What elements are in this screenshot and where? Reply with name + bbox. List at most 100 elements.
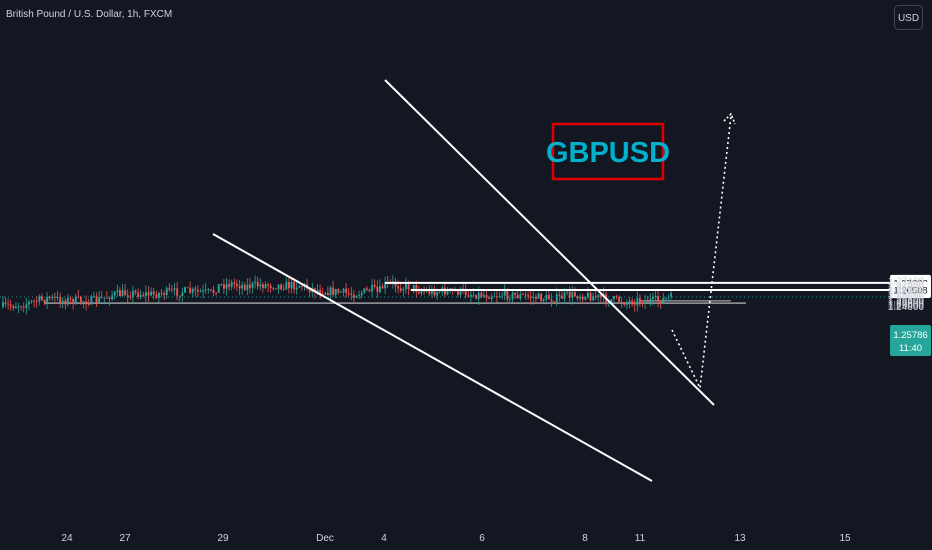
candle-body xyxy=(249,284,251,288)
candle-body xyxy=(85,301,88,305)
candle-body xyxy=(236,283,238,286)
y-tick-label: 1.26600 xyxy=(888,285,925,296)
candle-body xyxy=(548,294,550,300)
candle-body xyxy=(576,296,579,299)
candle-body xyxy=(555,294,558,303)
candle-body xyxy=(173,288,176,290)
candle-body xyxy=(644,299,647,304)
candle-body xyxy=(636,298,639,306)
candle-body xyxy=(225,283,228,289)
candle-body xyxy=(579,296,582,299)
candle-body xyxy=(168,288,171,290)
candle-body xyxy=(654,296,657,297)
x-tick-label: 8 xyxy=(582,533,588,544)
candle-body xyxy=(82,301,85,303)
candle-body xyxy=(202,290,205,292)
x-tick-label: 27 xyxy=(119,533,131,544)
candle-body xyxy=(373,284,376,287)
currency-button-frame[interactable] xyxy=(894,5,923,30)
candle-body xyxy=(535,296,537,299)
candle-body xyxy=(282,289,285,290)
candle-body xyxy=(477,292,480,299)
candle-body xyxy=(93,295,95,297)
level-price-tag xyxy=(890,281,931,298)
candle-body xyxy=(241,284,244,289)
candle-body xyxy=(418,291,420,294)
candle-body xyxy=(20,306,23,308)
candle-body xyxy=(347,292,350,294)
candle-body xyxy=(623,303,626,305)
candle-body xyxy=(95,295,98,303)
candle-body xyxy=(72,298,75,304)
candle-body xyxy=(332,287,335,295)
candle-body xyxy=(488,297,491,299)
y-tick-label: 1.25600 xyxy=(888,294,925,305)
candle-body xyxy=(223,284,225,289)
symbol-label-frame xyxy=(551,122,665,181)
candle-body xyxy=(397,286,400,289)
candle-body xyxy=(163,293,166,296)
candle-body xyxy=(345,288,348,293)
candle-body xyxy=(145,292,147,296)
candle-body xyxy=(561,295,563,299)
candle-body xyxy=(423,291,426,292)
candle-body xyxy=(176,288,179,296)
candle-body xyxy=(108,297,111,300)
current-price-value: 1.25786 xyxy=(893,330,927,341)
candle-body xyxy=(277,284,280,290)
y-tick-label: 1.26800 xyxy=(888,283,925,294)
candle-body xyxy=(584,296,587,300)
candle-body xyxy=(171,289,173,291)
y-tick-label: 1.25200 xyxy=(888,298,925,309)
candle-body xyxy=(574,292,576,297)
candle-body xyxy=(48,296,51,299)
candle-body xyxy=(649,298,652,303)
candle-body xyxy=(308,288,311,293)
candle-body xyxy=(503,290,506,296)
candle-body xyxy=(553,301,556,303)
candle-body xyxy=(480,292,483,297)
candle-body xyxy=(511,292,514,300)
candle-body xyxy=(184,287,186,293)
lower-trendline xyxy=(212,233,653,482)
x-tick-label: 6 xyxy=(479,533,485,544)
candle-body xyxy=(51,296,54,299)
y-tick-label: 1.27000 xyxy=(888,281,925,292)
candle-body xyxy=(652,296,654,299)
candle-body xyxy=(134,290,137,293)
candle-body xyxy=(285,282,288,290)
candle-body xyxy=(360,293,363,296)
candle-body xyxy=(33,300,36,302)
candle-body xyxy=(446,289,449,295)
candle-body xyxy=(405,283,407,289)
candle-body xyxy=(607,302,610,303)
candle-body xyxy=(506,290,509,300)
candle-body xyxy=(633,304,636,306)
candle-body xyxy=(98,297,101,303)
currency-button[interactable]: USD xyxy=(894,5,923,30)
candle-body xyxy=(30,300,33,302)
candle-body xyxy=(641,302,644,304)
candle-body xyxy=(186,287,189,289)
demand-zone xyxy=(44,302,746,304)
candle-body xyxy=(106,297,108,299)
candle-body xyxy=(415,285,418,292)
candle-body xyxy=(259,284,262,287)
candle-body xyxy=(498,296,501,297)
candle-body xyxy=(215,292,218,294)
candle-body xyxy=(428,290,431,294)
candle-body xyxy=(646,299,649,303)
projection-path xyxy=(671,115,732,391)
demand-zones xyxy=(44,300,746,304)
candle-body xyxy=(350,293,353,295)
candle-body xyxy=(233,282,236,284)
candle-body xyxy=(2,302,4,307)
candle-body xyxy=(199,291,202,293)
candle-body xyxy=(467,295,470,297)
candle-body xyxy=(376,286,379,293)
candle-body xyxy=(581,296,584,300)
candle-body xyxy=(537,293,540,299)
candle-body xyxy=(610,299,613,303)
